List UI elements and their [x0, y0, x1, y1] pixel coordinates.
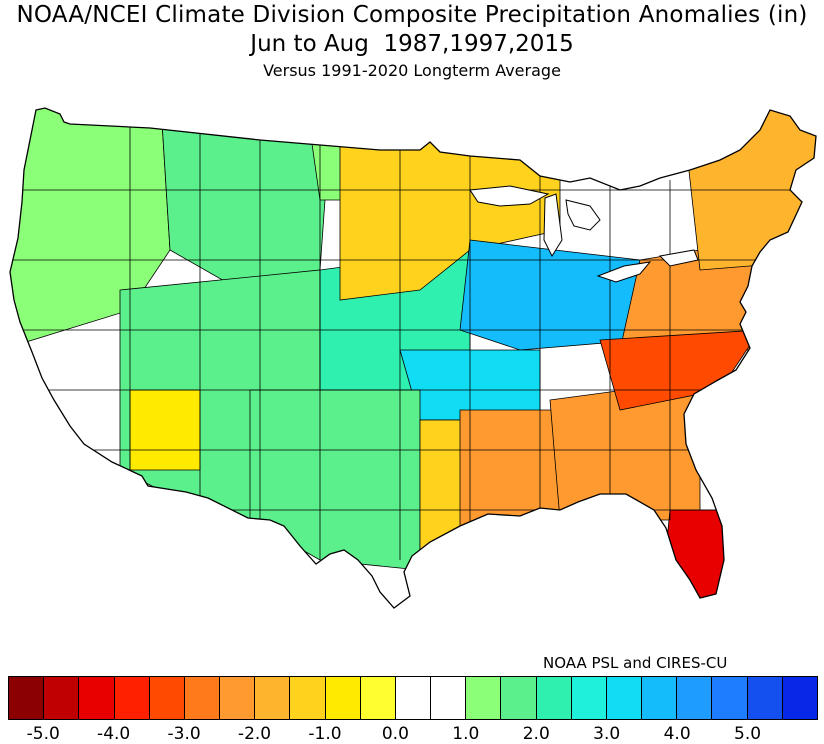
color-scale-box [114, 677, 150, 719]
color-scale-box [466, 677, 502, 719]
color-scale-tick-label: 4.0 [663, 724, 691, 744]
color-scale-box [677, 677, 713, 719]
color-scale-box [44, 677, 80, 719]
region-lower-mississippi [459, 409, 561, 531]
color-scale-box [395, 677, 432, 719]
color-scale-box [642, 677, 678, 719]
color-scale-box [149, 677, 185, 719]
color-scale-box [290, 677, 326, 719]
color-scale-tick-label: 3.0 [593, 724, 621, 744]
color-scale-box [431, 677, 467, 719]
region-pacific-northwest [10, 108, 171, 351]
color-scale-tick-label: 5.0 [734, 724, 762, 744]
color-scale-tick-label: -1.0 [308, 724, 342, 744]
color-scale-ticks: -5.0 -4.0 -3.0 -2.0 -1.0 0.0 1.0 2.0 3.0 4.0 5.0 [0, 724, 824, 744]
color-scale-box [606, 677, 643, 719]
map-subtitle-period: Jun to Aug 1987,1997,2015 [250, 31, 574, 57]
color-scale-box [360, 677, 396, 719]
region-ohio-valley [459, 239, 641, 351]
color-scale-box [79, 677, 115, 719]
color-scale-box [9, 677, 45, 719]
credit-text: NOAA PSL and CIRES-CU [543, 654, 728, 672]
color-scale-tick-label: -2.0 [237, 724, 272, 744]
color-scale-box [536, 677, 572, 719]
color-scale-tick-label: -4.0 [97, 724, 131, 744]
color-scale-box [255, 677, 291, 719]
map-subtitle-baseline: Versus 1991-2020 Longterm Average [263, 61, 561, 80]
color-scale-bar [8, 676, 818, 720]
color-scale-box [184, 677, 221, 719]
color-scale-tick-label: 2.0 [522, 724, 550, 744]
region-florida-south [659, 509, 731, 608]
color-scale-box [571, 677, 607, 719]
map-title: NOAA/NCEI Climate Division Composite Pre… [16, 2, 808, 28]
color-scale-tick-label: 0.0 [381, 724, 409, 744]
region-new-england [679, 108, 816, 271]
region-texas-west [249, 389, 421, 571]
color-scale-tick-label: -5.0 [26, 724, 60, 744]
color-scale-box [747, 677, 783, 719]
color-scale-box [782, 677, 817, 719]
color-scale-box [712, 677, 748, 719]
color-scale-tick-label: -3.0 [167, 724, 201, 744]
region-arizona-west [129, 389, 201, 471]
us-climate-division-map [9, 107, 817, 609]
color-scale-box [220, 677, 256, 719]
color-scale-box [501, 677, 537, 719]
color-scale-box [325, 677, 361, 719]
color-scale-tick-label: 1.0 [452, 724, 480, 744]
great-lakes [469, 185, 699, 283]
